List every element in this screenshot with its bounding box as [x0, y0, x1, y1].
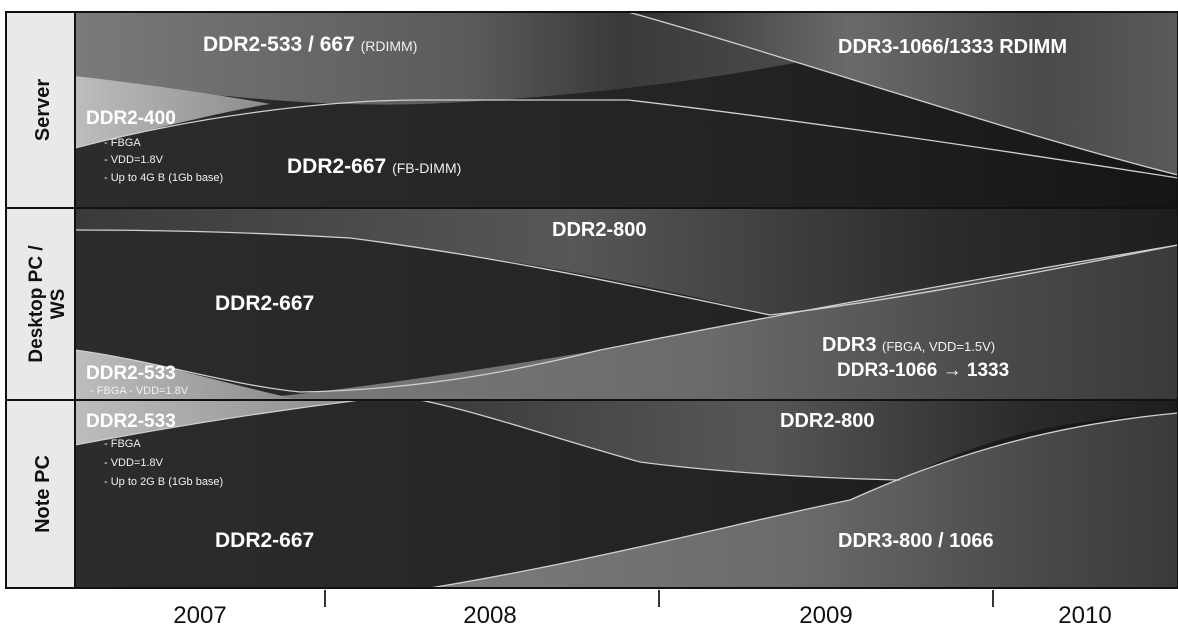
note-ddr2-800-label: DDR2-800 [780, 410, 874, 432]
time-axis: 2007 2008 2009 2010 [173, 590, 1112, 629]
note-boundary-line [429, 412, 1178, 589]
server-row-label: Server [32, 79, 54, 141]
note-ddr2-533-band [75, 400, 360, 445]
note-ddr2-533-note: - VDD=1.8V [104, 457, 164, 469]
note-ddr3-label: DDR3-800 / 1066 [838, 530, 994, 552]
year-label-2007: 2007 [173, 602, 226, 629]
note-ddr2-667-label: DDR2-667 [215, 529, 314, 552]
desktop-ddr2-667-label: DDR2-667 [215, 292, 314, 315]
server-ddr2-400-note: - FBGA [104, 137, 141, 149]
server-ddr2-400-label: DDR2-400 [86, 108, 176, 129]
desktop-section: DDR2-800 DDR2-667 DDR2-533 - FBGA - VDD=… [74, 208, 1178, 400]
server-label-cell [6, 12, 75, 208]
desktop-ddr2-533-note: - FBGA - VDD=1.8V [90, 385, 189, 397]
desktop-label-cell [6, 208, 75, 400]
server-ddr2-400-note: - Up to 4G B (1Gb base) [104, 172, 223, 184]
desktop-row-label: Desktop PC / [26, 245, 47, 363]
server-ddr3-band [628, 12, 1178, 175]
desktop-ddr3-band [240, 245, 1178, 400]
note-section: DDR2-533 - FBGA - VDD=1.8V - Up to 2G B … [74, 399, 1178, 589]
outer-border [5, 11, 1178, 589]
server-ddr2-667-label: DDR2-667 (FB-DIMM) [287, 155, 461, 178]
note-boundary-line [74, 399, 361, 446]
note-ddr2-800-band [420, 400, 1178, 480]
row-label-column: Server Desktop PC / WS Note PC [6, 12, 75, 588]
year-label-2009: 2009 [799, 602, 852, 629]
desktop-ddr2-800-band [75, 208, 1178, 315]
grid-lines [5, 11, 1178, 589]
server-section: DDR2-533 / 667 (RDIMM) DDR3-1066/1333 RD… [74, 11, 1178, 208]
desktop-ddr3-1066-label: DDR3-1066 → 1333 [837, 360, 1009, 381]
desktop-ddr2-800-label: DDR2-800 [552, 219, 646, 241]
desktop-row-label: WS [48, 289, 69, 320]
server-ddr2-400-band [75, 76, 270, 148]
desktop-ddr2-533-label: DDR2-533 [86, 363, 176, 384]
note-boundary-line [419, 399, 901, 481]
desktop-ddr2-533-band [75, 350, 300, 400]
server-boundary-line [627, 11, 1178, 176]
server-ddr2-533-label: DDR2-533 / 667 (RDIMM) [203, 33, 417, 56]
server-boundary-line [74, 99, 1178, 179]
note-ddr3-band [430, 413, 1178, 588]
server-ddr2-533-band [75, 12, 800, 105]
note-ddr2-533-note: - FBGA [104, 438, 141, 450]
server-ddr2-400-note: - VDD=1.8V [104, 154, 164, 166]
desktop-ddr3-label: DDR3 (FBGA, VDD=1.5V) [822, 334, 995, 356]
note-row-label: Note PC [32, 455, 54, 533]
year-label-2010: 2010 [1058, 602, 1111, 629]
note-ddr2-533-note: - Up to 2G B (1Gb base) [104, 476, 223, 488]
note-ddr2-533-label: DDR2-533 [86, 411, 176, 432]
server-ddr3-rdimm-label: DDR3-1066/1333 RDIMM [838, 36, 1067, 58]
desktop-boundary-line [74, 229, 1178, 316]
desktop-boundary-line [74, 244, 1178, 393]
note-label-cell [6, 400, 75, 588]
year-label-2008: 2008 [463, 602, 516, 629]
